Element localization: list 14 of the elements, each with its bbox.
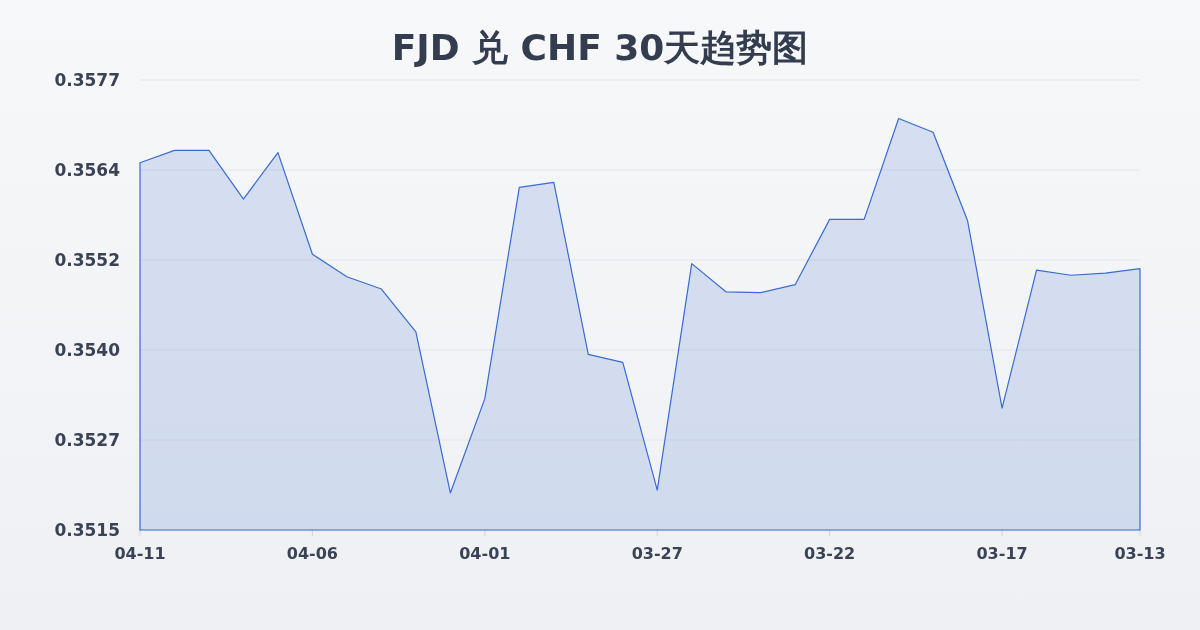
ytick: 0.3515 (54, 520, 120, 540)
xtick: 03-27 (631, 544, 683, 563)
xtick: 03-17 (976, 544, 1028, 563)
ytick: 0.3564 (54, 160, 120, 180)
ytick: 0.3577 (54, 70, 120, 90)
ytick: 0.3540 (54, 340, 120, 360)
xtick: 04-06 (286, 544, 338, 563)
xtick: 03-22 (804, 544, 856, 563)
xtick: 04-11 (114, 544, 166, 563)
title: FJD 兑 CHF 30天趋势图 (391, 27, 809, 68)
ytick: 0.3552 (54, 250, 120, 270)
ytick: 0.3527 (54, 430, 120, 450)
xtick: 04-01 (459, 544, 511, 563)
xtick: 03-13 (1114, 544, 1166, 563)
